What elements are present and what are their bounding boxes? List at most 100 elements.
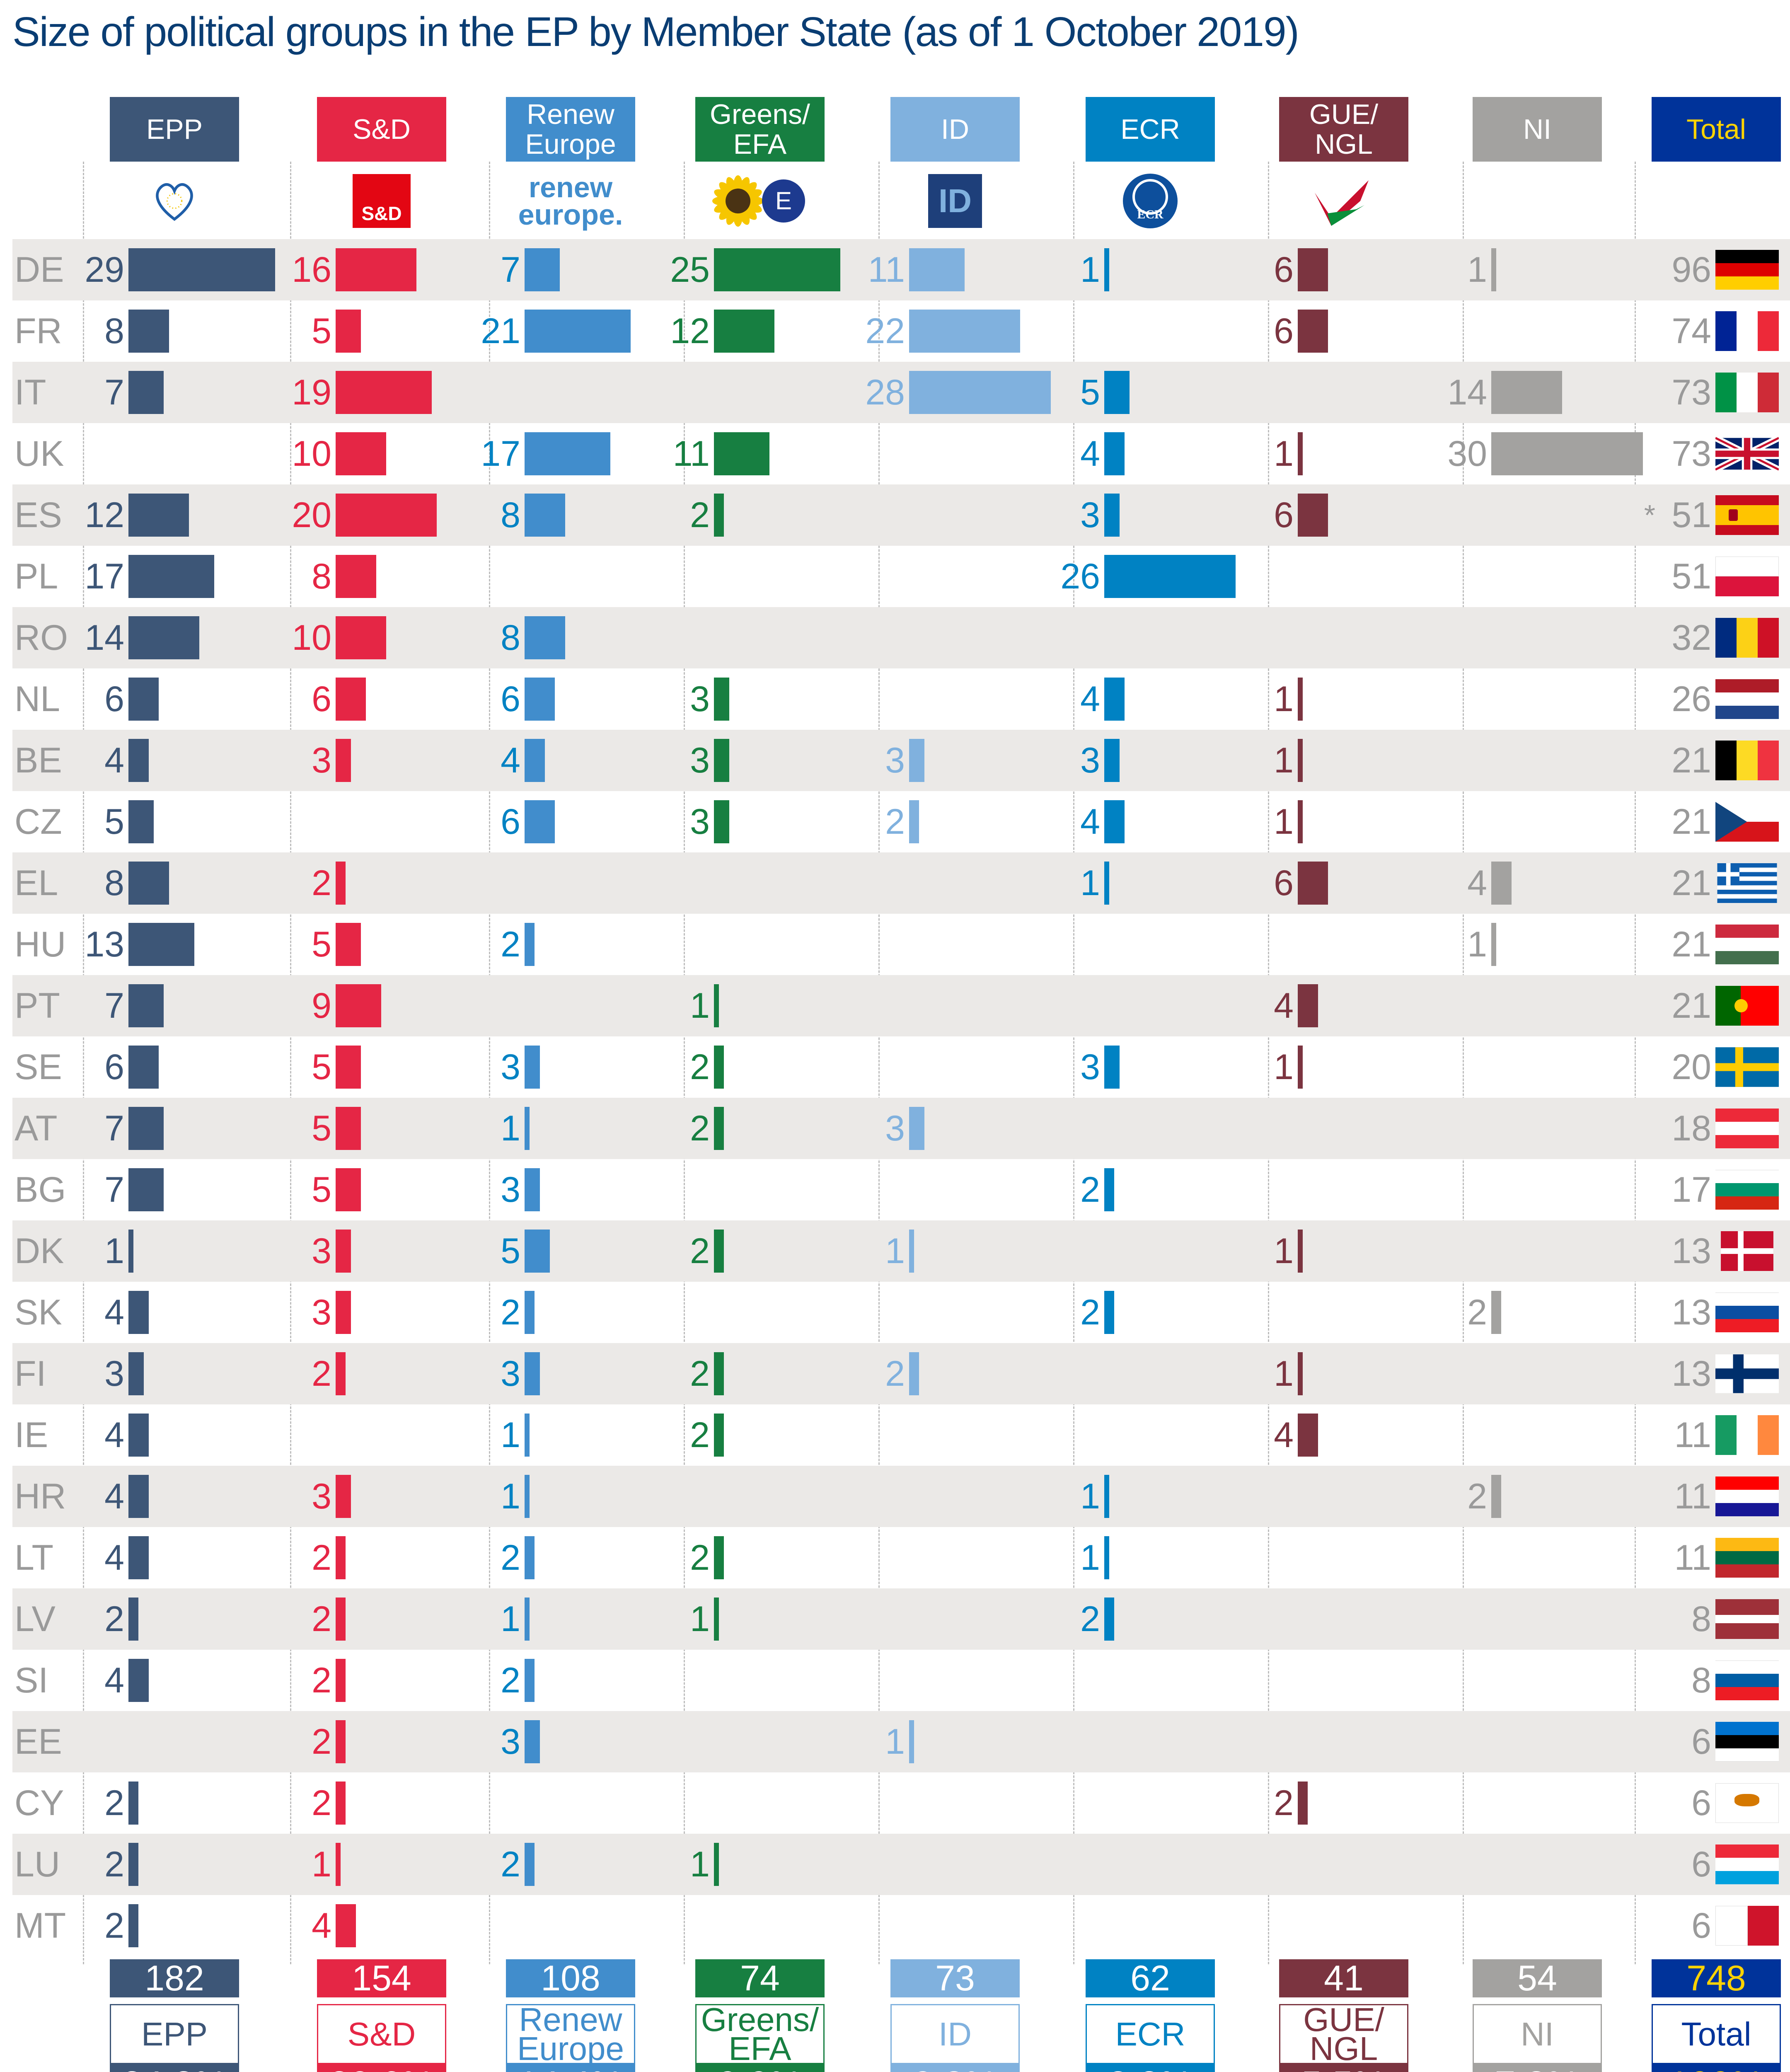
seat-count-gue: 6: [1274, 495, 1294, 535]
seat-bar-greens: [714, 1046, 724, 1089]
seat-share-renew: 14.4%: [506, 2064, 635, 2072]
seat-count-epp: 4: [104, 1415, 124, 1455]
seat-bar-greens: [714, 248, 840, 291]
flag-hr-icon: [1715, 1477, 1779, 1516]
seat-count-greens: 1: [690, 986, 710, 1026]
country-code: SE: [15, 1047, 62, 1087]
seat-bar-renew: [525, 248, 560, 291]
seat-bar-sd: [336, 1782, 346, 1825]
seat-bar-epp: [128, 494, 189, 537]
seat-count-sd: 2: [312, 1661, 331, 1700]
seat-count-ni: 4: [1467, 863, 1487, 903]
column-separator: [1073, 162, 1074, 1964]
country-code: CZ: [15, 802, 62, 842]
country-total: 20: [1671, 1047, 1711, 1087]
seat-bar-epp: [128, 1046, 159, 1089]
seat-bar-sd: [336, 1536, 346, 1579]
seat-count-epp: 7: [104, 1109, 124, 1148]
seat-share-total: 100%: [1652, 2064, 1781, 2072]
seat-bar-sd: [336, 1904, 356, 1947]
country-row: IE 4 1 2 4 11: [12, 1404, 1790, 1466]
seat-count-epp: 8: [104, 863, 124, 903]
seat-count-ecr: 4: [1080, 679, 1100, 719]
sd-logo: S&D: [317, 170, 446, 232]
seat-count-id: 3: [885, 741, 905, 780]
seat-bar-sd: [336, 371, 432, 414]
column-separator: [1268, 162, 1269, 1964]
seat-count-renew: 1: [501, 1599, 520, 1639]
seat-share-greens: 9.9%: [695, 2064, 825, 2072]
country-total: 8: [1691, 1661, 1711, 1700]
seat-bar-sd: [336, 1352, 346, 1395]
seat-bar-epp: [128, 1168, 164, 1211]
country-row: CY 2 2 2 6: [12, 1772, 1790, 1834]
flag-de-icon: [1715, 250, 1779, 290]
seat-bar-ecr: [1104, 1291, 1115, 1334]
country-total: 11: [1674, 1538, 1711, 1578]
country-code: LT: [15, 1538, 53, 1578]
svg-text:E: E: [775, 187, 792, 215]
seat-bar-ecr: [1104, 1598, 1115, 1641]
country-total: 51: [1671, 557, 1711, 596]
seat-count-renew: 4: [501, 741, 520, 780]
country-code: RO: [15, 618, 68, 658]
seat-count-renew: 3: [501, 1170, 520, 1210]
country-total: 21: [1671, 925, 1711, 964]
country-code: AT: [15, 1109, 58, 1148]
seat-bar-sd: [336, 1168, 361, 1211]
seat-count-sd: 5: [312, 1047, 331, 1087]
country-total: 17: [1671, 1170, 1711, 1210]
seat-count-ecr: 1: [1080, 250, 1100, 290]
seat-count-sd: 5: [312, 1170, 331, 1210]
seat-count-renew: 1: [501, 1415, 520, 1455]
seat-bar-epp: [128, 1782, 139, 1825]
seat-bar-ecr: [1104, 494, 1120, 537]
group-label-sd: S&D: [317, 2004, 446, 2064]
total-seats-ecr: 62: [1086, 1959, 1215, 1997]
seat-count-epp: 5: [104, 802, 124, 842]
flag-uk-icon: [1715, 434, 1779, 474]
seat-count-ecr: 3: [1080, 495, 1100, 535]
seat-bar-ecr: [1104, 432, 1125, 475]
seat-count-sd: 2: [312, 1599, 331, 1639]
country-row: FR 8 5 21 12 22 6 74: [12, 300, 1790, 362]
seat-bar-sd: [336, 739, 351, 782]
seat-bar-id: [909, 1107, 924, 1150]
seat-count-greens: 3: [690, 802, 710, 842]
country-code: HR: [15, 1477, 66, 1516]
seat-bar-ecr: [1104, 1168, 1115, 1211]
seat-count-epp: 13: [85, 925, 124, 964]
group-label-ni: NI: [1473, 2004, 1602, 2064]
seat-bar-id: [909, 310, 1021, 353]
seat-count-sd: 4: [312, 1906, 331, 1946]
seat-count-ecr: 26: [1060, 557, 1100, 596]
group-label-id: ID: [890, 2004, 1020, 2064]
country-row: PL 17 8 26 51: [12, 546, 1790, 607]
footnote-marker: *: [1644, 499, 1655, 531]
seat-count-renew: 2: [501, 1844, 520, 1884]
seat-bar-greens: [714, 1598, 719, 1641]
seat-share-ni: 7.2%: [1473, 2064, 1602, 2072]
seat-count-sd: 5: [312, 1109, 331, 1148]
seat-count-epp: 4: [104, 1477, 124, 1516]
seat-bar-sd: [336, 984, 381, 1027]
seat-bar-ecr: [1104, 555, 1236, 598]
seat-bar-renew: [525, 1475, 530, 1518]
seat-bar-sd: [336, 555, 376, 598]
seat-bar-sd: [336, 1107, 361, 1150]
seat-bar-ecr: [1104, 678, 1125, 721]
country-row: LV 2 2 1 1 2 8: [12, 1588, 1790, 1650]
seat-count-renew: 2: [501, 925, 520, 964]
seat-count-gue: 4: [1274, 986, 1294, 1026]
seat-count-ni: 30: [1447, 434, 1487, 474]
group-header-total: Total: [1652, 97, 1781, 162]
country-total: 13: [1671, 1354, 1711, 1394]
country-code: EL: [15, 863, 58, 903]
seat-count-id: 1: [885, 1722, 905, 1762]
country-row: LU 2 1 2 1 6: [12, 1834, 1790, 1895]
seat-bar-sd: [336, 1475, 351, 1518]
seat-count-greens: 1: [690, 1844, 710, 1884]
seat-bar-renew: [525, 616, 565, 659]
seat-bar-gue: [1298, 432, 1303, 475]
seat-count-id: 28: [865, 373, 905, 412]
